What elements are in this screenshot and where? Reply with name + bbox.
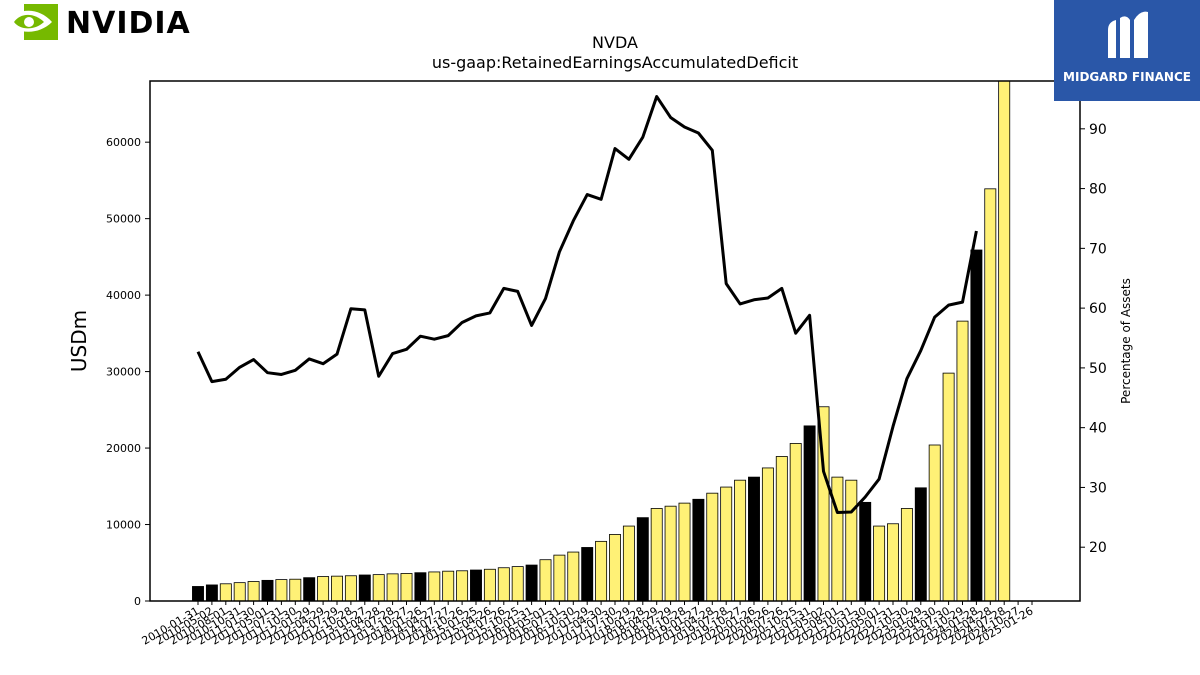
chart-subtitle: us-gaap:RetainedEarningsAccumulatedDefic… [432,53,798,72]
bar [720,486,733,602]
bar [706,492,719,602]
bar [539,559,552,602]
pct-assets-line [196,95,978,515]
bar [386,573,399,602]
y2-tick-label: 20 [1089,540,1107,556]
bar [233,582,246,602]
bar [650,508,663,602]
y-tick-label: 10000 [106,519,141,532]
bar [261,579,274,602]
y-tick-label: 40000 [106,289,141,302]
y2-tick-label: 40 [1089,421,1107,437]
bar [581,547,594,602]
y2-tick-label: 90 [1089,122,1107,138]
y2-tick-label: 50 [1089,361,1107,377]
x-axis: 2010-01-312010-05-022010-08-012010-10-31… [140,601,1036,648]
y2-tick-label: 30 [1089,480,1107,496]
bar [970,249,983,602]
bar [192,586,204,602]
bar [998,80,1011,602]
midgard-m-icon [1108,11,1148,58]
bar [734,479,747,602]
bar [636,517,649,602]
chart-title: NVDA [592,33,638,52]
bar [678,502,691,602]
bar [914,487,927,602]
y-axis-right: 20 30 40 50 60 70 80 90 [1080,122,1107,556]
y-axis-left: 0 10000 20000 30000 40000 50000 60000 [106,136,150,608]
line-series [196,95,978,515]
bar [928,444,941,602]
bar [942,372,955,602]
bar [803,425,816,602]
bar [317,576,330,602]
bar [664,505,677,602]
bar [956,320,969,602]
bar [219,583,232,602]
y2-tick-label: 60 [1089,301,1107,317]
nvidia-logo: NVIDIA [4,4,204,44]
plot-frame [149,80,1081,602]
y-tick-label: 0 [134,595,141,608]
bar [887,523,899,602]
y2-tick-label: 70 [1089,241,1107,257]
bar [483,568,496,602]
bar [622,525,635,602]
bar [372,574,385,602]
bar [511,566,524,602]
bar [789,443,802,602]
y-axis-label: USDm [67,310,91,372]
bar [692,498,705,602]
bar [609,534,621,602]
bar [595,540,608,602]
bar [831,476,844,602]
bar [497,567,510,602]
bar [344,575,357,602]
y-tick-label: 30000 [106,366,141,379]
bar [845,479,858,602]
bar [470,569,482,602]
bar [525,564,538,602]
bar [553,554,566,602]
bar [205,584,218,602]
bar [275,579,288,602]
bar [331,575,343,602]
y2-tick-label: 80 [1089,182,1107,198]
bar [358,574,371,602]
bar [748,476,760,602]
y-tick-label: 20000 [106,442,141,455]
bar [289,578,302,602]
bar [900,508,913,602]
bar [247,581,260,602]
bar [456,570,469,602]
bar [859,501,872,602]
midgard-finance-logo: MIDGARD FINANCE [1054,0,1200,101]
bar-series [192,80,1011,602]
bar [761,467,774,602]
y-tick-label: 60000 [106,136,141,149]
bar [428,571,441,602]
bar [303,577,316,602]
bar [414,572,427,602]
bar [984,188,997,602]
bar [775,456,788,602]
y-tick-label: 50000 [106,213,141,226]
nvidia-wordmark: NVIDIA [66,6,191,41]
y2-axis-label: Percentage of Assets [1119,278,1133,404]
bar [400,573,413,602]
bar [873,525,886,602]
midgard-wordmark: MIDGARD FINANCE [1063,70,1191,84]
bar [567,551,580,602]
nvidia-eye-icon [6,4,58,40]
bar [442,570,455,602]
